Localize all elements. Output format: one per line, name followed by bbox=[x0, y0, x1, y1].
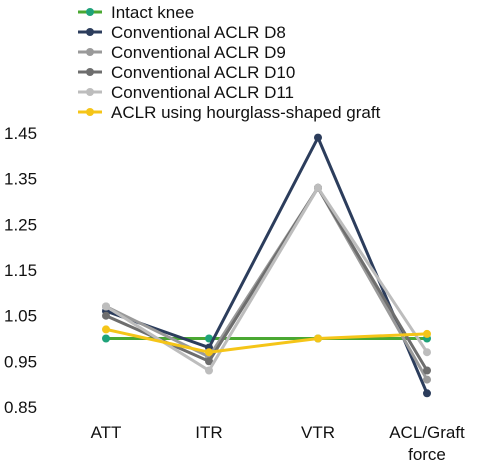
data-point bbox=[102, 334, 110, 343]
data-point bbox=[314, 133, 322, 142]
x-tick-label-line: force bbox=[408, 445, 446, 464]
legend-item: Conventional ACLR D11 bbox=[78, 83, 294, 102]
legend-label: Conventional ACLR D10 bbox=[111, 63, 295, 82]
legend-label: Conventional ACLR D11 bbox=[111, 83, 294, 102]
y-axis: 0.85 0.95 1.05 1.15 1.25 1.35 1.45 bbox=[4, 124, 37, 417]
legend-label: Conventional ACLR D8 bbox=[111, 23, 286, 42]
y-tick-label: 1.45 bbox=[4, 124, 37, 143]
data-point bbox=[423, 348, 431, 357]
data-point bbox=[205, 366, 213, 375]
series-5 bbox=[102, 183, 431, 375]
legend-label: ACLR using hourglass-shaped graft bbox=[111, 103, 381, 122]
legend-item: Conventional ACLR D9 bbox=[78, 43, 286, 62]
legend-item: Conventional ACLR D8 bbox=[78, 23, 286, 42]
data-point bbox=[314, 334, 322, 343]
y-tick-label: 1.05 bbox=[4, 307, 37, 326]
legend-swatch-marker bbox=[86, 8, 94, 16]
y-tick-label: 0.85 bbox=[4, 398, 37, 417]
y-tick-label: 1.25 bbox=[4, 215, 37, 234]
legend-item: Conventional ACLR D10 bbox=[78, 63, 295, 82]
series-line bbox=[105, 327, 428, 354]
legend-swatch-marker bbox=[86, 48, 94, 56]
data-point bbox=[314, 183, 322, 192]
legend-item: Intact knee bbox=[78, 3, 194, 22]
x-tick-label: ACL/Graft force bbox=[389, 423, 465, 464]
series-6 bbox=[102, 325, 431, 357]
data-point bbox=[423, 389, 431, 398]
data-point bbox=[423, 375, 431, 384]
legend-swatch-marker bbox=[86, 28, 94, 36]
data-point bbox=[205, 348, 213, 357]
y-tick-label: 1.15 bbox=[4, 261, 37, 280]
x-tick-label: ATT bbox=[91, 423, 122, 442]
series-line bbox=[105, 186, 429, 372]
x-axis: ATT ITR VTR ACL/Graft force bbox=[91, 423, 465, 464]
legend-swatch-marker bbox=[86, 68, 94, 76]
y-tick-label: 1.35 bbox=[4, 170, 37, 189]
y-tick-label: 0.95 bbox=[4, 352, 37, 371]
legend-label: Intact knee bbox=[111, 3, 194, 22]
legend-item: ACLR using hourglass-shaped graft bbox=[78, 103, 381, 122]
data-point bbox=[102, 302, 110, 311]
series-line bbox=[105, 136, 429, 394]
x-tick-label-line: ACL/Graft bbox=[389, 423, 465, 442]
x-tick-label-line: ATT bbox=[91, 423, 122, 442]
legend-swatch-marker bbox=[86, 108, 94, 116]
x-tick-label: ITR bbox=[195, 423, 222, 442]
x-tick-label: VTR bbox=[301, 423, 335, 442]
data-point bbox=[423, 366, 431, 375]
series-layer bbox=[102, 133, 431, 398]
data-point bbox=[423, 329, 431, 338]
x-tick-label-line: ITR bbox=[195, 423, 222, 442]
legend-swatch-marker bbox=[86, 88, 94, 96]
data-point bbox=[205, 357, 213, 366]
x-tick-label-line: VTR bbox=[301, 423, 335, 442]
data-point bbox=[102, 325, 110, 334]
legend-label: Conventional ACLR D9 bbox=[111, 43, 286, 62]
data-point bbox=[102, 311, 110, 320]
